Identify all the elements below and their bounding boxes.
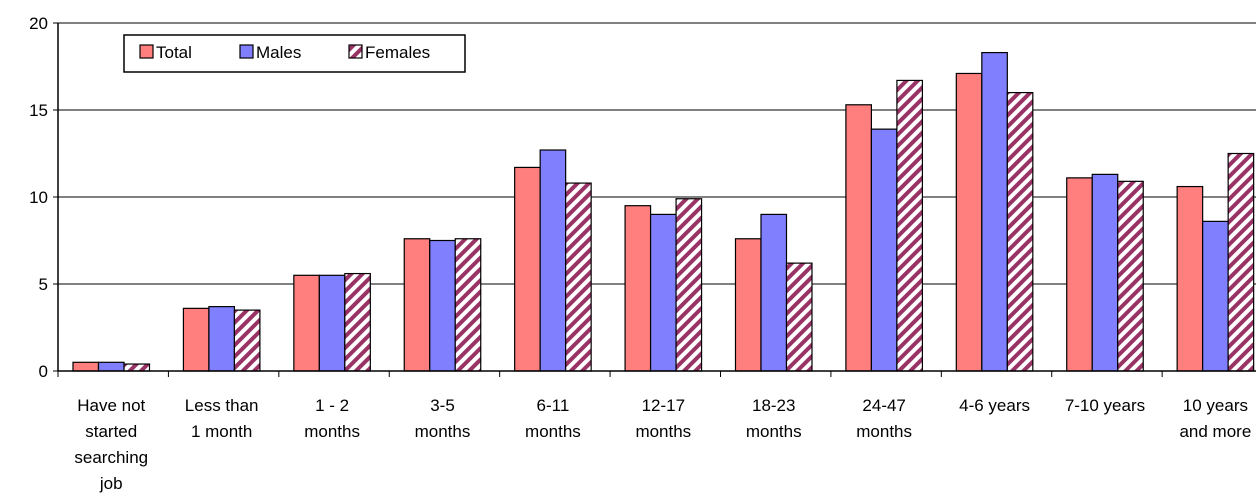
legend-box [123,34,466,73]
axes: 0 5 10 15 20 Have not started searching job Less … [29,14,1256,493]
bar-total [182,307,210,372]
x-category-label: 7-10 years [1065,396,1145,415]
bar-total [403,238,431,372]
x-category-label-line: 24-47 [862,396,905,415]
x-category-label-line: 10 years [1183,396,1248,415]
legend: Total Males Females [123,34,466,73]
x-category-label-line: 12-17 [642,396,685,415]
x-category-label-line: 1 month [191,422,252,441]
legend-swatch-males [239,44,254,59]
bars [72,51,1255,372]
bar-males [981,51,1008,372]
bar-females [785,262,813,372]
x-category-label-line: 4-6 years [959,396,1030,415]
bar-males [760,213,788,372]
y-tick-label: 15 [29,101,48,120]
bar-females [123,363,151,372]
legend-swatch-total [139,44,154,59]
bar-females [454,238,482,372]
x-category-label-line: months [746,422,802,441]
bar-total [293,274,320,372]
x-category-label: 1 - 2 months [304,396,360,441]
bar-total [624,205,652,372]
bar-males [318,274,346,372]
x-category-label-line: months [304,422,360,441]
x-category-label-line: 18-23 [752,396,795,415]
bar-males [1202,220,1229,372]
bar-males [97,361,125,372]
bar-females [565,182,592,372]
x-category-label-line: months [415,422,471,441]
legend-swatch-females [348,44,363,59]
bar-total [845,104,873,372]
legend-label-total: Total [156,43,192,62]
x-category-label: Less than 1 month [185,396,259,441]
x-category-label-line: months [525,422,581,441]
bar-total [734,238,762,372]
x-category-label: 24-47 months [856,396,912,441]
x-category-label-line: 7-10 years [1065,396,1145,415]
y-tick-label: 0 [39,362,48,381]
x-category-label-line: months [856,422,912,441]
bar-total [955,72,983,372]
x-category-label-line: started [85,422,137,441]
bar-females [233,309,261,372]
x-category-label-line: and more [1179,422,1251,441]
bar-females [1117,180,1144,372]
x-category-label: 3-5 months [415,396,471,441]
x-category-label: 12-17 months [635,396,691,441]
y-tick-label: 5 [39,275,48,294]
bar-males [429,239,456,372]
legend-label-males: Males [256,43,301,62]
bar-males [649,213,677,372]
x-category-label: 10 years and more [1179,396,1251,441]
y-tick-label: 20 [29,14,48,33]
bar-females [1006,91,1034,372]
bar-females [896,79,924,372]
y-tick-label: 10 [29,188,48,207]
x-category-label: 4-6 years [959,396,1030,415]
bar-total [72,361,100,372]
x-category-label-line: 3-5 [430,396,455,415]
x-category-label: 6-11 months [525,396,581,441]
bar-females [675,198,703,372]
x-category-label-line: searching [74,448,148,467]
x-category-label-line: Have not [77,396,145,415]
x-category-label: Have not started searching job [74,396,148,493]
bar-males [539,149,567,372]
bar-total [514,166,541,372]
bar-total [1176,185,1204,372]
bar-males [1091,173,1119,372]
legend-label-females: Females [365,43,430,62]
x-category-label-line: job [99,474,123,493]
x-category-label: 18-23 months [746,396,802,441]
x-category-label-line: 1 - 2 [315,396,349,415]
bar-females [344,272,371,372]
x-category-label-line: Less than [185,396,259,415]
bar-females [1227,152,1255,372]
x-category-label-line: months [635,422,691,441]
bar-males [870,128,898,372]
bar-males [208,306,236,372]
bar-total [1066,177,1093,372]
x-category-label-line: 6-11 [537,396,570,415]
